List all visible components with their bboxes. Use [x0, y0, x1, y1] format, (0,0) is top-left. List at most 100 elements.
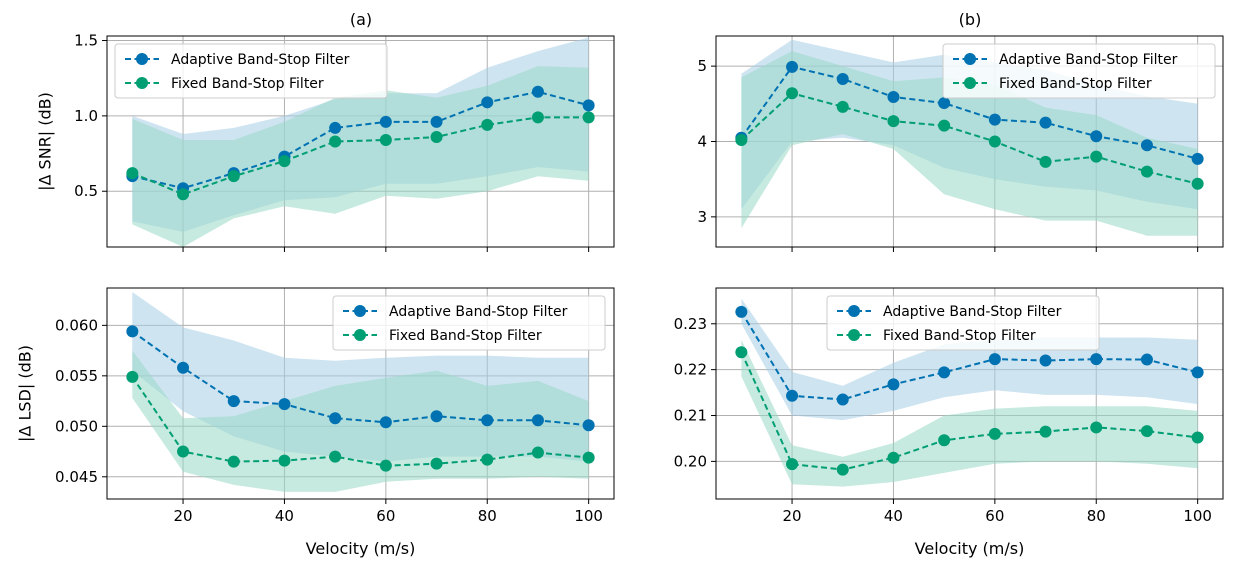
point-adaptive: [1090, 130, 1103, 143]
legend-marker-adaptive: [848, 305, 860, 317]
point-fixed: [1140, 165, 1153, 178]
legend-frame: [332, 295, 606, 351]
axes-frame: [715, 287, 1224, 500]
panel-bottom-left: 20 40 60 80 100 0.045 0.050 0.055 0.060 Velocity …: [16, 287, 615, 558]
legend: Adaptive Band-Stop Filter Fixed Band-Stop…: [942, 43, 1216, 99]
point-adaptive: [1090, 353, 1103, 366]
point-adaptive: [481, 96, 494, 109]
point-fixed: [735, 133, 748, 146]
point-fixed: [531, 446, 544, 459]
point-adaptive: [887, 378, 900, 391]
point-fixed: [481, 453, 494, 466]
legend-label-adaptive: Adaptive Band-Stop Filter: [389, 304, 568, 320]
point-fixed: [1140, 425, 1153, 438]
x-tick-label: 60: [985, 507, 1004, 525]
point-adaptive: [126, 325, 139, 338]
point-adaptive: [227, 395, 240, 408]
panel-title-a: (a): [350, 10, 372, 29]
y-tick-label: 4: [697, 133, 707, 151]
x-tick-label: 40: [275, 507, 294, 525]
band-fixed: [741, 339, 1198, 487]
y-tick-label: 0.060: [55, 316, 98, 334]
y-tick-label: 0.20: [674, 452, 707, 470]
x-tick-label: 80: [478, 507, 497, 525]
panel-top-left: 0.5 1.0 1.5 |Δ SNR| (dB) Adaptive Band-Stop …: [36, 32, 615, 252]
x-tick-label: 40: [884, 507, 903, 525]
x-axis-label: Velocity (m/s): [915, 539, 1025, 558]
legend-label-adaptive: Adaptive Band-Stop Filter: [883, 304, 1062, 320]
plot-panels: 0.5 1.0 1.5 |Δ SNR| (dB) Adaptive Band-Stop …: [16, 32, 1224, 558]
legend-label-adaptive: Adaptive Band-Stop Filter: [171, 52, 350, 68]
plot-area: [126, 37, 595, 247]
y-tick-label: 3: [697, 208, 707, 226]
y-tick-label: 0.5: [74, 182, 98, 200]
point-fixed: [988, 135, 1001, 148]
point-adaptive: [582, 419, 595, 432]
point-fixed: [531, 111, 544, 124]
point-fixed: [887, 115, 900, 128]
y-tick-label: 1.5: [74, 32, 98, 50]
point-fixed: [786, 87, 799, 100]
point-adaptive: [1191, 366, 1204, 379]
y-axis-label: |Δ SNR| (dB): [36, 92, 55, 191]
axes-frame: [106, 287, 615, 500]
line-fixed: [131, 116, 589, 196]
legend-label-fixed: Fixed Band-Stop Filter: [999, 76, 1152, 92]
band-fixed: [132, 66, 589, 247]
point-fixed: [582, 451, 595, 464]
y-tick-label: 0.22: [674, 361, 707, 379]
point-adaptive: [1140, 139, 1153, 152]
legend-marker-adaptive: [354, 305, 366, 317]
point-adaptive: [1140, 353, 1153, 366]
point-adaptive: [887, 91, 900, 104]
plot-area: [735, 298, 1204, 487]
point-adaptive: [938, 366, 951, 379]
line-fixed: [740, 92, 1198, 185]
point-fixed: [836, 100, 849, 113]
point-adaptive: [531, 85, 544, 98]
line-adaptive: [131, 330, 589, 427]
x-tick-label: 80: [1087, 507, 1106, 525]
point-fixed: [227, 455, 240, 468]
x-tick-label: 60: [376, 507, 395, 525]
plot-area: [126, 292, 595, 492]
point-adaptive: [531, 414, 544, 427]
point-adaptive: [582, 99, 595, 112]
point-fixed: [481, 118, 494, 131]
point-adaptive: [988, 113, 1001, 126]
point-fixed: [836, 463, 849, 476]
point-fixed: [329, 450, 342, 463]
line-fixed: [131, 376, 589, 467]
line-adaptive: [740, 311, 1198, 401]
x-tick-label: 100: [574, 507, 603, 525]
point-fixed: [938, 119, 951, 132]
legend-marker-adaptive: [136, 53, 148, 65]
point-fixed: [126, 167, 139, 180]
point-fixed: [177, 188, 190, 201]
point-fixed: [786, 458, 799, 471]
legend-label-adaptive: Adaptive Band-Stop Filter: [999, 52, 1178, 68]
legend-frame: [114, 43, 388, 99]
y-tick-label: 1.0: [74, 107, 98, 125]
legend-frame: [826, 295, 1100, 351]
point-adaptive: [1191, 152, 1204, 165]
legend-label-fixed: Fixed Band-Stop Filter: [389, 328, 542, 344]
legend: Adaptive Band-Stop Filter Fixed Band-Stop…: [826, 295, 1100, 351]
point-fixed: [988, 427, 1001, 440]
point-fixed: [177, 445, 190, 458]
legend-marker-fixed: [964, 77, 976, 89]
line-adaptive: [132, 90, 589, 190]
point-adaptive: [735, 305, 748, 318]
point-fixed: [430, 457, 443, 470]
point-fixed: [1191, 177, 1204, 190]
panel-top-right: 3 4 5 Adaptive Band-Stop Filter Fixed Band-S…: [697, 35, 1224, 252]
band-fixed: [741, 51, 1198, 236]
y-tick-label: 0.055: [55, 367, 98, 385]
point-adaptive: [836, 393, 849, 406]
point-adaptive: [1039, 354, 1052, 367]
point-fixed: [735, 346, 748, 359]
point-fixed: [278, 454, 291, 467]
point-adaptive: [786, 60, 799, 73]
point-fixed: [1039, 155, 1052, 168]
